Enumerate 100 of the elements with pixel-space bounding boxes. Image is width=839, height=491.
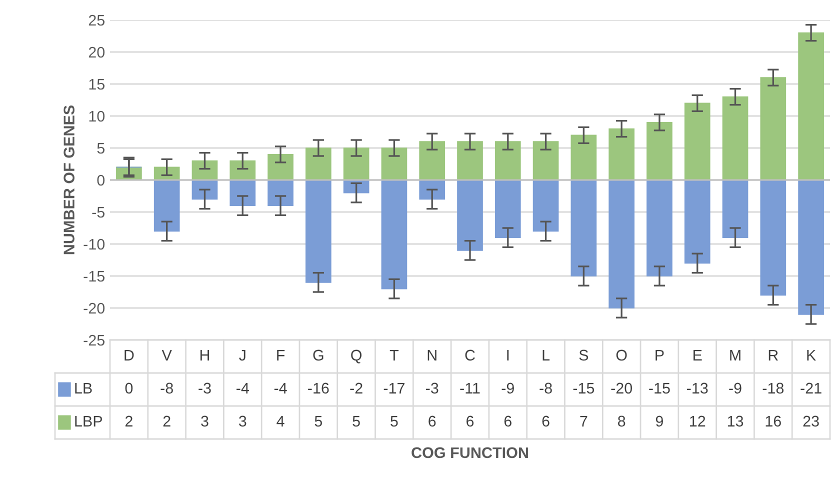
legend-label: LBP	[75, 416, 102, 426]
data-label: -21	[800, 382, 822, 394]
bar	[532, 180, 559, 232]
data-label: 6	[466, 416, 474, 427]
x-tick-label: F	[277, 350, 285, 360]
data-label: 9	[656, 416, 663, 427]
bar	[305, 180, 332, 283]
data-label: 2	[125, 416, 132, 426]
bar	[230, 160, 256, 180]
x-tick-label: N	[428, 350, 436, 360]
legend-label: LB	[75, 382, 92, 394]
bar	[457, 180, 483, 251]
x-tick-label: C	[465, 350, 475, 361]
x-tick-label: R	[768, 350, 778, 360]
data-label: -11	[460, 382, 480, 394]
bar	[760, 77, 786, 180]
y-tick-label: 5	[97, 143, 104, 154]
data-label: -3	[426, 382, 438, 394]
data-label: 3	[201, 416, 208, 427]
bar	[381, 148, 408, 180]
x-tick-label: D	[124, 350, 134, 360]
x-tick-label: G	[313, 350, 324, 361]
data-label: 5	[314, 416, 322, 427]
bar	[798, 32, 824, 180]
bar	[154, 180, 180, 232]
x-tick-label: T	[390, 350, 399, 360]
bar	[268, 154, 294, 180]
data-label: -4	[274, 382, 287, 394]
y-tick-label: -10	[84, 238, 105, 250]
data-label: 6	[428, 416, 436, 427]
bar	[684, 102, 710, 180]
x-tick-label: V	[162, 350, 172, 360]
x-tick-label: O	[616, 350, 627, 361]
bar	[494, 180, 521, 238]
bar	[457, 141, 483, 180]
data-label: 2	[163, 416, 170, 426]
y-tick-label: -15	[84, 271, 104, 282]
bar	[646, 122, 672, 180]
bar	[722, 180, 748, 238]
data-label: 5	[390, 416, 398, 427]
data-label: -9	[502, 382, 514, 394]
bar	[268, 180, 294, 206]
data-label: -15	[573, 382, 594, 394]
text: COG FUNCTION	[412, 447, 528, 458]
data-label: -3	[198, 382, 211, 394]
bar	[722, 96, 748, 180]
y-tick-label: 0	[97, 174, 105, 186]
x-tick-label: E	[694, 350, 702, 360]
data-label: -9	[729, 382, 742, 394]
data-label: -16	[308, 382, 329, 394]
bar	[494, 141, 521, 180]
data-label: 23	[803, 416, 819, 427]
bar	[419, 180, 446, 200]
data-label: 16	[766, 416, 781, 427]
data-label: 4	[276, 416, 284, 426]
data-label: 13	[728, 416, 744, 427]
bar	[192, 160, 218, 180]
y-tick-label: 10	[89, 110, 105, 122]
y-tick-label: -25	[84, 334, 104, 346]
data-label: 0	[125, 382, 133, 394]
data-label: -15	[649, 382, 670, 394]
data-label: -4	[236, 382, 249, 394]
data-label: 6	[542, 416, 550, 427]
bar	[684, 180, 710, 264]
x-tick-label: M	[730, 350, 740, 360]
data-label: -13	[687, 382, 708, 394]
x-tick-label: K	[807, 350, 816, 360]
bar	[760, 180, 786, 296]
data-label: 3	[238, 416, 246, 427]
y-tick-label: -5	[92, 207, 104, 218]
bar	[381, 180, 408, 290]
y-axis-title: NUMBER OF GENES	[64, 105, 74, 254]
x-tick-label: I	[507, 350, 509, 360]
data-label: -2	[350, 382, 362, 394]
data-label: 6	[504, 416, 512, 427]
bar	[608, 180, 635, 308]
bar	[230, 180, 256, 206]
bar	[608, 128, 635, 180]
bar	[419, 141, 446, 180]
y-tick-label: -20	[84, 302, 105, 314]
bar	[798, 180, 824, 315]
bar	[532, 141, 559, 180]
data-label: -20	[611, 382, 632, 394]
bar	[343, 148, 370, 180]
data-label: 7	[580, 416, 588, 426]
x-tick-label: S	[579, 350, 588, 361]
x-tick-label: P	[656, 350, 664, 360]
data-label: -8	[540, 382, 552, 394]
data-label: 8	[618, 416, 626, 427]
x-tick-label: H	[200, 350, 210, 360]
x-tick-label: Q	[351, 350, 362, 364]
bar	[570, 134, 597, 180]
x-tick-label: L	[542, 350, 550, 360]
y-tick-label: 20	[88, 46, 105, 58]
data-label: 12	[690, 416, 706, 426]
data-label: -18	[762, 382, 784, 394]
bar	[570, 180, 597, 276]
data-label: 5	[352, 416, 360, 427]
y-tick-label: 15	[89, 79, 104, 90]
x-tick-label: J	[239, 350, 246, 361]
